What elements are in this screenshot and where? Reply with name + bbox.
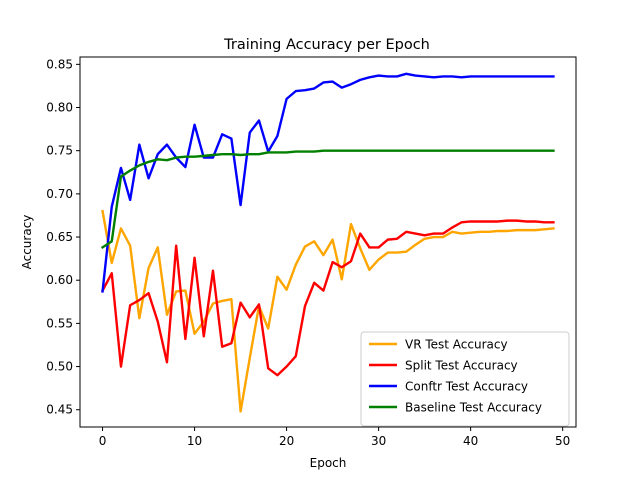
y-tick-label: 0.50 [46,360,73,374]
legend-label: Split Test Accuracy [405,359,518,373]
y-tick-label: 0.70 [46,187,73,201]
x-axis-label: Epoch [310,456,347,470]
y-tick-label: 0.60 [46,273,73,287]
x-tick-label: 10 [187,434,202,448]
series-line-conftr-test-accuracy [101,72,555,293]
legend: VR Test Accuracy Split Test Accuracy Conft… [360,331,570,427]
y-tick-label: 0.45 [46,403,73,417]
legend-label: Conftr Test Accuracy [405,380,528,394]
series-line-vr-test-accuracy [101,209,555,413]
y-tick-label: 0.80 [46,101,73,115]
y-axis-label: Accuracy [20,215,34,270]
x-tick-label: 0 [99,434,107,448]
y-tick-label: 0.65 [46,230,73,244]
series-line-baseline-test-accuracy [100,149,555,250]
x-tick-label: 30 [371,434,386,448]
y-axis: 0.45 0.50 0.55 0.60 0.65 0.70 0.75 0.80 0.85 [46,57,80,417]
x-tick-label: 20 [279,434,294,448]
y-tick-label: 0.55 [46,316,73,330]
series-layer [100,72,555,413]
y-tick-label: 0.85 [46,57,73,71]
legend-box [360,331,570,427]
x-tick-label: 40 [463,434,478,448]
legend-label: Baseline Test Accuracy [405,401,542,415]
chart-title: Training Accuracy per Epoch [223,37,430,53]
series-line-split-test-accuracy [100,219,555,377]
x-tick-label: 50 [555,434,570,448]
legend-label: VR Test Accuracy [405,338,508,352]
x-axis: 0 10 20 30 40 50 [99,427,570,448]
plot-frame [79,56,577,428]
y-tick-label: 0.75 [46,144,73,158]
